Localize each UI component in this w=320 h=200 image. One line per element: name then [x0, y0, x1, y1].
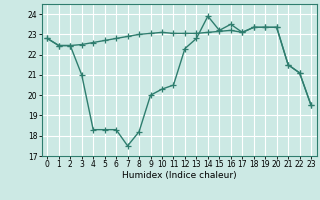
X-axis label: Humidex (Indice chaleur): Humidex (Indice chaleur)	[122, 171, 236, 180]
